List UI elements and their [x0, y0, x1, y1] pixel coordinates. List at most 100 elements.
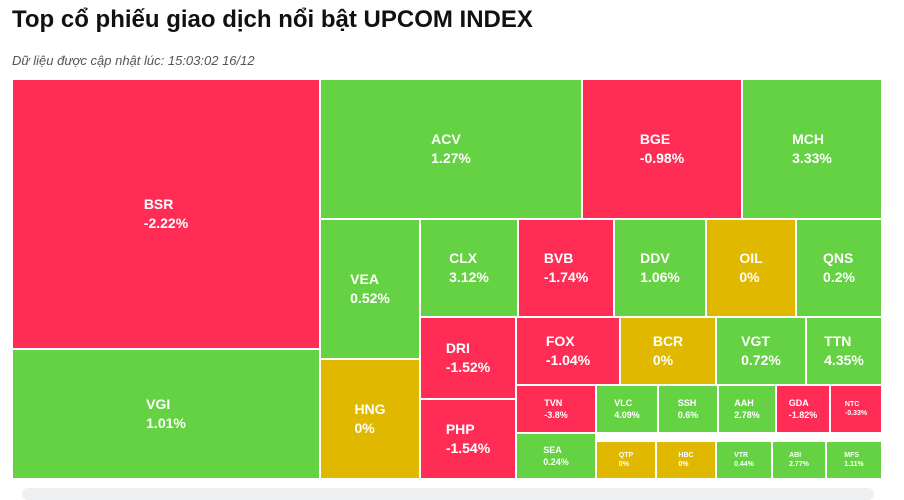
- treemap-cell-acv[interactable]: ACV 1.27%: [320, 79, 582, 219]
- stock-symbol: BGE: [639, 131, 671, 148]
- treemap-cell-label: VLC 4.09%: [614, 397, 640, 421]
- treemap-cell-label: QNS 0.2%: [823, 249, 855, 287]
- stock-change: -1.82%: [788, 410, 818, 420]
- treemap-cell-label: BSR -2.22%: [144, 195, 188, 233]
- treemap-cell-clx[interactable]: CLX 3.12%: [420, 219, 518, 317]
- treemap-cell-label: MCH 3.33%: [792, 130, 832, 168]
- treemap-cell-tvn[interactable]: TVN -3.8%: [516, 385, 596, 433]
- treemap-cell-label: BVB -1.74%: [544, 249, 588, 287]
- treemap-cell-ssh[interactable]: SSH 0.6%: [658, 385, 718, 433]
- stock-change: -1.52%: [445, 359, 491, 375]
- treemap-cell-bcr[interactable]: BCR 0%: [620, 317, 716, 385]
- stock-symbol: CLX: [449, 250, 478, 267]
- treemap-cell-hng[interactable]: HNG 0%: [320, 359, 420, 479]
- treemap-cell-label: ACV 1.27%: [431, 130, 471, 168]
- stock-change: 4.35%: [824, 352, 864, 368]
- stock-symbol: SEA: [543, 444, 562, 455]
- treemap-cell-ntc[interactable]: NTC -0.33%: [830, 385, 882, 433]
- stock-symbol: GDA: [788, 397, 809, 408]
- treemap-cell-label: ABI 2.77%: [789, 451, 809, 470]
- treemap-cell-label: OIL 0%: [739, 249, 762, 287]
- stock-symbol: AAH: [734, 397, 754, 408]
- treemap-cell-label: HNG 0%: [354, 400, 385, 438]
- treemap-cell-ttn[interactable]: TTN 4.35%: [806, 317, 882, 385]
- horizontal-scrollbar[interactable]: [22, 488, 874, 500]
- treemap-cell-php[interactable]: PHP -1.54%: [420, 399, 516, 479]
- treemap-cell-label: NTC -0.33%: [845, 400, 867, 419]
- stock-change: 3.12%: [449, 269, 489, 285]
- stock-change: 2.77%: [789, 461, 809, 468]
- stock-change: -1.04%: [545, 352, 591, 368]
- treemap-cell-vlc[interactable]: VLC 4.09%: [596, 385, 658, 433]
- stock-symbol: BVB: [543, 250, 574, 267]
- stock-change: 4.09%: [614, 410, 640, 420]
- stock-symbol: SSH: [677, 397, 697, 408]
- stock-change: 2.78%: [734, 410, 760, 420]
- treemap-cell-label: DDV 1.06%: [640, 249, 680, 287]
- stock-symbol: FOX: [545, 333, 575, 350]
- stock-change: 0%: [739, 269, 760, 285]
- treemap-cell-label: GDA -1.82%: [789, 397, 818, 421]
- stock-symbol: BCR: [652, 333, 684, 350]
- stock-change: 1.27%: [431, 150, 471, 166]
- treemap-cell-aah[interactable]: AAH 2.78%: [718, 385, 776, 433]
- stock-symbol: VEA: [350, 271, 379, 288]
- treemap-cell-dri[interactable]: DRI -1.52%: [420, 317, 516, 399]
- treemap-cell-mch[interactable]: MCH 3.33%: [742, 79, 882, 219]
- page-title: Top cổ phiếu giao dịch nổi bật UPCOM IND…: [12, 6, 533, 33]
- stock-symbol: NTC: [844, 400, 860, 408]
- treemap-cell-gda[interactable]: GDA -1.82%: [776, 385, 830, 433]
- treemap-cell-qns[interactable]: QNS 0.2%: [796, 219, 882, 317]
- stock-change: 0.52%: [350, 290, 390, 306]
- treemap-cell-label: CLX 3.12%: [449, 249, 489, 287]
- treemap-cell-ddv[interactable]: DDV 1.06%: [614, 219, 706, 317]
- stock-symbol: DRI: [445, 340, 470, 357]
- stock-symbol: TVN: [544, 397, 563, 408]
- stock-symbol: HBC: [678, 451, 694, 459]
- stock-change: -1.54%: [445, 440, 491, 456]
- stock-change: -0.98%: [639, 150, 685, 166]
- stock-change: 0%: [652, 352, 674, 368]
- stock-symbol: OIL: [739, 250, 763, 267]
- treemap-cell-bge[interactable]: BGE -0.98%: [582, 79, 742, 219]
- stock-change: 1.11%: [844, 461, 864, 468]
- stock-symbol: MFS: [844, 451, 860, 459]
- stock-symbol: ABI: [789, 451, 802, 459]
- stock-change: 0%: [618, 461, 629, 468]
- stock-change: 3.33%: [792, 150, 832, 166]
- treemap-cell-label: VTR 0.44%: [734, 451, 754, 470]
- treemap-cell-hbc[interactable]: HBC 0%: [656, 441, 716, 479]
- stock-change: 0%: [354, 420, 375, 436]
- treemap-cell-fox[interactable]: FOX -1.04%: [516, 317, 620, 385]
- treemap-cell-sea[interactable]: SEA 0.24%: [516, 433, 596, 479]
- treemap-cell-qtp[interactable]: QTP 0%: [596, 441, 656, 479]
- stock-symbol: MCH: [792, 131, 825, 148]
- stock-symbol: VLC: [614, 397, 633, 408]
- treemap-cell-vea[interactable]: VEA 0.52%: [320, 219, 420, 359]
- treemap-cell-vtr[interactable]: VTR 0.44%: [716, 441, 772, 479]
- treemap-cell-mfs[interactable]: MFS 1.11%: [826, 441, 882, 479]
- treemap-cell-oil[interactable]: OIL 0%: [706, 219, 796, 317]
- stock-symbol: BSR: [143, 196, 174, 213]
- treemap-cell-abi[interactable]: ABI 2.77%: [772, 441, 826, 479]
- treemap-cell-label: AAH 2.78%: [734, 397, 760, 421]
- treemap-cell-label: PHP -1.54%: [446, 420, 490, 458]
- treemap-chart: BSR -2.22% VGI 1.01% ACV 1.27% BGE -0.98% MCH 3.3…: [12, 79, 882, 479]
- stock-change: 0.24%: [543, 457, 569, 467]
- treemap-cell-vgi[interactable]: VGI 1.01%: [12, 349, 320, 479]
- treemap-cell-bsr[interactable]: BSR -2.22%: [12, 79, 320, 349]
- stock-symbol: HNG: [354, 401, 386, 418]
- treemap-cell-bvb[interactable]: BVB -1.74%: [518, 219, 614, 317]
- stock-symbol: VTR: [734, 451, 749, 459]
- treemap-cell-label: VGT 0.72%: [741, 332, 781, 370]
- treemap-cell-vgt[interactable]: VGT 0.72%: [716, 317, 806, 385]
- treemap-cell-label: HBC 0%: [678, 451, 693, 470]
- treemap-cell-label: VGI 1.01%: [146, 395, 186, 433]
- stock-symbol: QNS: [823, 250, 854, 267]
- stock-symbol: TTN: [824, 333, 852, 350]
- treemap-cell-label: BCR 0%: [653, 332, 683, 370]
- treemap-cell-label: SEA 0.24%: [543, 444, 569, 468]
- stock-change: 0.72%: [741, 352, 781, 368]
- stock-change: 0%: [678, 461, 689, 468]
- treemap-cell-label: SSH 0.6%: [678, 397, 699, 421]
